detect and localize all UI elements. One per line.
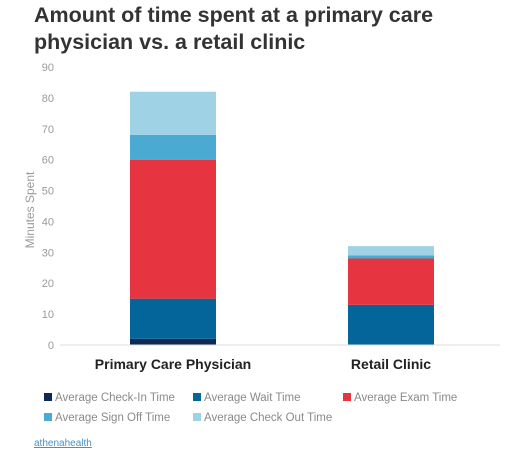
y-tick-label: 20 bbox=[42, 278, 54, 290]
source-link[interactable]: athenahealth bbox=[34, 438, 92, 449]
chart-title: Amount of time spent at a primary care p… bbox=[34, 3, 434, 54]
bar-segment bbox=[130, 91, 216, 135]
y-tick-label: 70 bbox=[42, 124, 54, 136]
legend-swatch bbox=[44, 393, 52, 401]
y-tick-label: 0 bbox=[48, 340, 54, 352]
legend-swatch bbox=[193, 413, 201, 421]
bar-segment bbox=[348, 304, 434, 345]
bar-segment bbox=[130, 298, 216, 339]
bars bbox=[130, 91, 434, 345]
legend-label: Average Check-In Time bbox=[55, 392, 175, 404]
y-tick-label: 60 bbox=[42, 155, 54, 167]
y-tick-label: 90 bbox=[42, 62, 54, 74]
y-tick-label: 50 bbox=[42, 186, 54, 198]
y-axis-ticks: 0 10 20 30 40 50 60 70 80 90 bbox=[42, 62, 54, 352]
x-category-label: Retail Clinic bbox=[351, 356, 431, 372]
legend-label: Average Exam Time bbox=[354, 392, 457, 404]
y-tick-label: 80 bbox=[42, 93, 54, 105]
x-category-label: Primary Care Physician bbox=[95, 356, 251, 372]
legend-swatch bbox=[343, 393, 351, 401]
y-tick-label: 40 bbox=[42, 216, 54, 228]
legend-label: Average Sign Off Time bbox=[55, 412, 170, 424]
y-tick-label: 10 bbox=[42, 309, 54, 321]
y-axis-label: Minutes Spent bbox=[23, 171, 37, 248]
bar-segment bbox=[130, 338, 216, 345]
bar-segment bbox=[130, 159, 216, 299]
bar-segment bbox=[348, 258, 434, 305]
legend-label: Average Check Out Time bbox=[204, 412, 332, 424]
bar-segment bbox=[348, 255, 434, 259]
category-labels: Primary Care Physician Retail Clinic bbox=[95, 356, 431, 372]
bar-segment bbox=[130, 134, 216, 160]
y-tick-label: 30 bbox=[42, 247, 54, 259]
legend-swatch bbox=[193, 393, 201, 401]
legend-label: Average Wait Time bbox=[204, 392, 301, 404]
legend-swatch bbox=[44, 413, 52, 421]
legend: Average Check-In Time Average Wait Time Av… bbox=[44, 392, 457, 424]
bar-segment bbox=[348, 246, 434, 256]
